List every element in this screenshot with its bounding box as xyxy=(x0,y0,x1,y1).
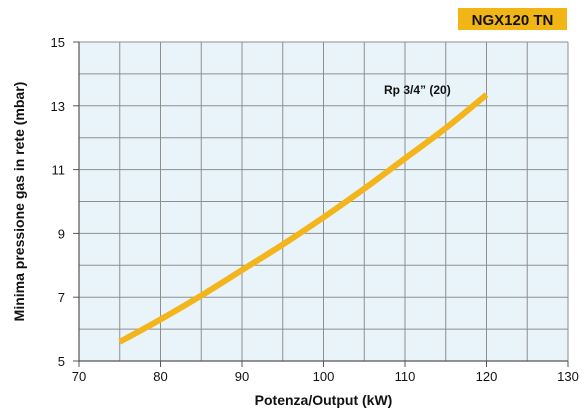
x-tick-label: 100 xyxy=(313,369,335,384)
series-layer xyxy=(118,92,489,345)
x-tick-label: 130 xyxy=(557,369,579,384)
y-axis-label: Minima pressione gas in rete (mbar) xyxy=(11,82,27,322)
y-tick-label: 11 xyxy=(52,163,66,178)
badge: NGX120 TN xyxy=(458,8,567,30)
y-tick-label: 7 xyxy=(58,290,65,305)
x-tick-label: 70 xyxy=(72,369,86,384)
badge-background xyxy=(458,8,567,30)
x-axis-label: Potenza/Output (kW) xyxy=(255,392,393,408)
x-tick-label: 120 xyxy=(476,369,498,384)
series-label: Rp 3/4” (20) xyxy=(384,83,451,97)
badge-label: NGX120 TN xyxy=(472,12,554,29)
y-tick-label: 13 xyxy=(51,99,65,114)
x-tick-label: 90 xyxy=(235,369,249,384)
series-line xyxy=(118,92,489,345)
x-tick-label: 110 xyxy=(395,369,416,384)
axes: 70 80 90 100 110 120 130 5 7 9 11 13 15 xyxy=(51,35,579,384)
x-tick-label: 80 xyxy=(153,369,167,384)
grid xyxy=(78,41,569,362)
y-tick-label: 5 xyxy=(58,354,65,369)
y-tick-label: 9 xyxy=(58,226,65,241)
y-tick-label: 15 xyxy=(51,35,65,50)
